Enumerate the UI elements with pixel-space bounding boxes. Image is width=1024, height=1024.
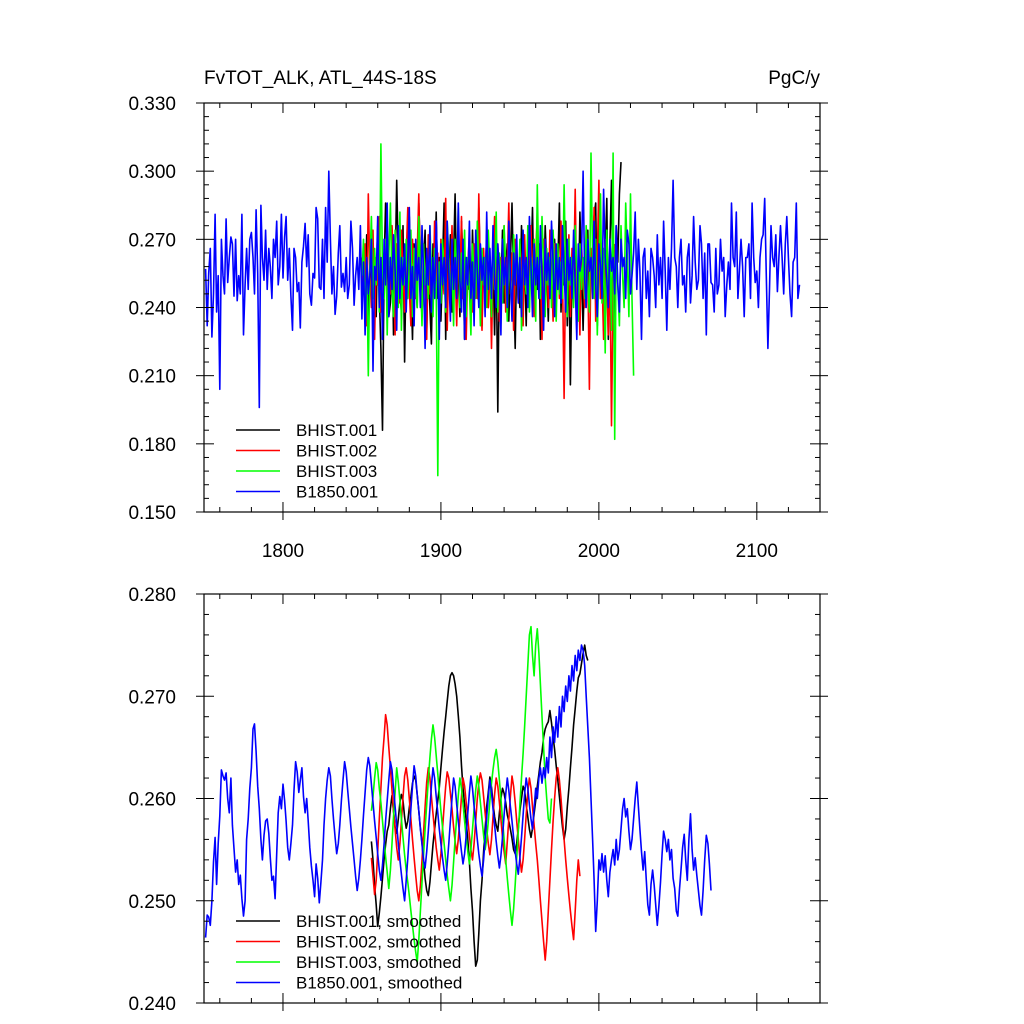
series-line-bhist-003-smoothed	[370, 625, 553, 963]
bottom-chart-panel: 0.240 0.250 0.260 0.270 0.280 BHIST.001, smoo…	[128, 585, 828, 1015]
x-tick-label: 1900	[420, 541, 462, 562]
y-tick-label: 0.330	[128, 94, 176, 115]
legend-label: BHIST.003	[296, 462, 377, 481]
x-tick-label: 2000	[578, 541, 620, 562]
y-tick-label: 0.280	[128, 585, 176, 606]
legend-label: BHIST.002	[296, 442, 377, 461]
y-tick-label: 0.270	[128, 687, 176, 708]
y-tick-label: 0.250	[128, 892, 176, 913]
series-lines	[204, 143, 801, 477]
legend-label: B1850.001	[296, 483, 378, 502]
y-tick-label: 0.260	[128, 790, 176, 811]
y-tick-label: 0.270	[128, 230, 176, 251]
series-lines	[204, 625, 712, 968]
top-chart-units: PgC/y	[768, 68, 820, 89]
top-chart-panel: FvTOT_ALK, ATL_44S-18S PgC/y 0.150 0.180 0…	[128, 68, 828, 562]
y-tick-label: 0.240	[128, 299, 176, 320]
x-tick-label: 1800	[262, 541, 304, 562]
legend-label: BHIST.001	[296, 421, 377, 440]
legend-label: BHIST.002, smoothed	[296, 933, 461, 952]
y-tick-label: 0.210	[128, 367, 176, 388]
legend: BHIST.001, smoothed BHIST.002, smoothedBH…	[236, 912, 462, 993]
legend-label: BHIST.003, smoothed	[296, 953, 461, 972]
legend-label: B1850.001, smoothed	[296, 974, 462, 993]
series-line-b1850-001-smoothed	[204, 644, 712, 938]
x-tick-label: 2100	[736, 541, 778, 562]
top-chart-title: FvTOT_ALK, ATL_44S-18S	[204, 68, 437, 89]
series-line-bhist-001-smoothed	[370, 644, 589, 968]
series-line-b1850-001	[204, 170, 801, 409]
legend-label: BHIST.001, smoothed	[296, 912, 461, 931]
series-line-bhist-003	[361, 143, 635, 477]
y-tick-label: 0.150	[128, 503, 176, 524]
y-tick-label: 0.240	[128, 994, 176, 1015]
y-tick-label: 0.180	[128, 435, 176, 456]
y-tick-label: 0.300	[128, 162, 176, 183]
